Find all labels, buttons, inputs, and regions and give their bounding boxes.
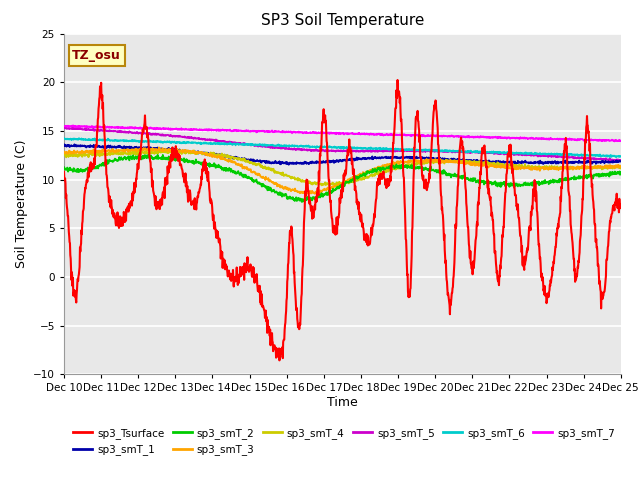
Y-axis label: Soil Temperature (C): Soil Temperature (C) [15,140,28,268]
Text: TZ_osu: TZ_osu [72,49,121,62]
X-axis label: Time: Time [327,396,358,409]
Legend: sp3_Tsurface, sp3_smT_1, sp3_smT_2, sp3_smT_3, sp3_smT_4, sp3_smT_5, sp3_smT_6, : sp3_Tsurface, sp3_smT_1, sp3_smT_2, sp3_… [69,424,619,459]
Title: SP3 Soil Temperature: SP3 Soil Temperature [260,13,424,28]
